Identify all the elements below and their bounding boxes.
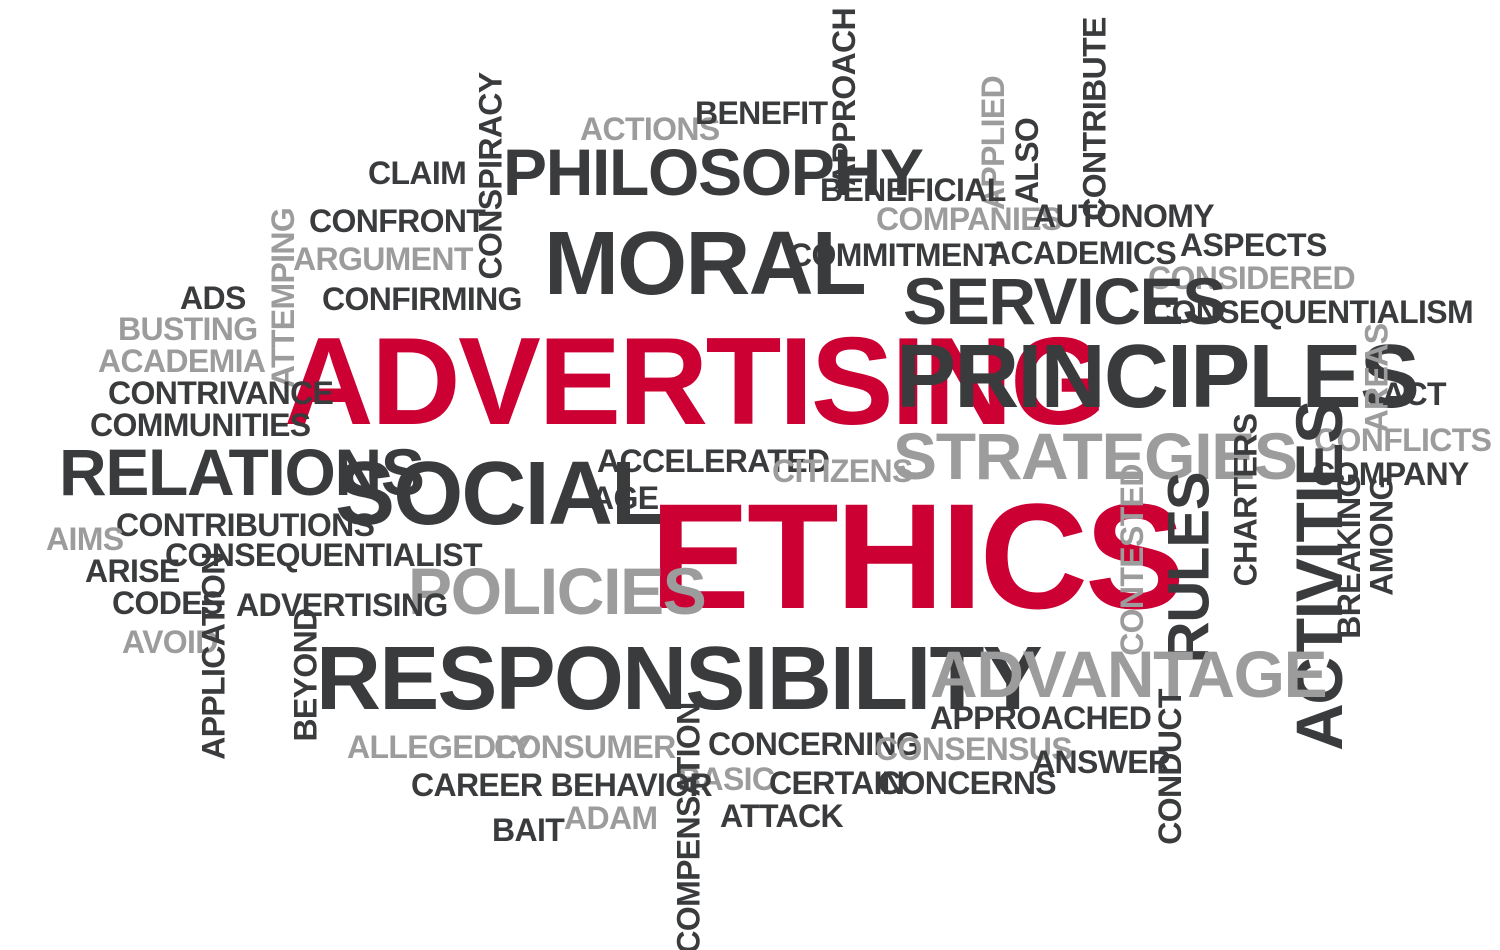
word-benefit: BENEFIT — [695, 95, 828, 131]
word-codes: CODES — [112, 585, 223, 621]
word-allegedly: ALLEGEDLY — [347, 729, 533, 765]
word-charters: CHARTERS — [1227, 413, 1264, 587]
word-argument: ARGUMENT — [293, 241, 473, 277]
word-accelerated: ACCELERATED — [597, 443, 830, 479]
word-commitment: COMMITMENT — [789, 237, 1004, 273]
word-advertising-main: ADVERTISING — [284, 313, 1107, 451]
word-certain: CERTAIN — [769, 765, 905, 801]
word-confirming: CONFIRMING — [322, 281, 522, 317]
word-compensation: COMPENSATION — [670, 702, 707, 950]
word-contribute: CONTRIBUTE — [1076, 17, 1113, 221]
word-aspects: ASPECTS — [1180, 227, 1327, 263]
word-arise: ARISE — [85, 553, 180, 589]
word-conduct: CONDUCT — [1151, 689, 1188, 845]
word-strategies: STRATEGIES — [893, 419, 1298, 493]
word-contested: CONTESTED — [1113, 464, 1150, 656]
word-contributions: CONTRIBUTIONS — [116, 507, 375, 543]
word-consumer: CONSUMER — [494, 729, 676, 765]
word-age: AGE — [591, 480, 659, 516]
word-autonomy: AUTONOMY — [1033, 198, 1215, 234]
word-advantage: ADVANTAGE — [930, 637, 1328, 711]
word-also: ALSO — [1009, 117, 1046, 205]
word-claim: CLAIM — [368, 155, 467, 191]
word-principles: PRINCIPLES — [896, 327, 1420, 427]
word-career-behavior: CAREER BEHAVIOR — [411, 767, 713, 803]
word-basic: BASIC — [678, 761, 775, 797]
word-among: AMONG — [1363, 476, 1400, 596]
word-academics: ACADEMICS — [988, 235, 1177, 271]
word-confront: CONFRONT — [309, 203, 486, 239]
word-actions: ACTIONS — [580, 111, 720, 147]
word-academia: ACADEMIA — [98, 343, 266, 379]
word-concerns: CONCERNS — [878, 765, 1057, 801]
word-approached: APPROACHED — [930, 700, 1152, 736]
word-breaking: BREAKING — [1330, 473, 1367, 639]
word-company: COMPANY — [1312, 456, 1469, 492]
word-aims: AIMS — [46, 521, 124, 557]
word-conflicts: CONFLICTS — [1314, 422, 1492, 458]
word-concerning: CONCERNING — [708, 726, 921, 762]
word-responsibility: RESPONSIBILITY — [316, 629, 1043, 729]
word-consequentialist: CONSEQUENTIALIST — [165, 537, 483, 573]
word-consensus: CONSENSUS — [875, 731, 1073, 767]
word-ads: ADS — [180, 280, 246, 316]
word-application: APPLICATION — [195, 552, 232, 760]
word-act: ACT — [1382, 376, 1446, 412]
word-relations: RELATIONS — [59, 435, 425, 509]
word-citizens: CITIZENS — [772, 453, 913, 489]
word-moral: MORAL — [544, 214, 867, 314]
word-policies: POLICIES — [408, 554, 707, 628]
word-busting: BUSTING — [118, 311, 258, 347]
word-consequentialism: CONSEQUENTIALISM — [1149, 294, 1474, 330]
word-advertising-small: ADVERTISING — [236, 587, 448, 623]
word-conspiracy: CONSPIRACY — [472, 72, 509, 280]
word-social: SOCIAL — [335, 444, 666, 544]
word-contrivance: CONTRIVANCE — [108, 375, 334, 411]
word-rules: RULES — [1156, 472, 1222, 664]
word-bait: BAIT — [492, 812, 565, 848]
word-considered: CONSIDERED — [1148, 260, 1356, 296]
word-beneficial: BENEFICIAL — [820, 172, 1006, 208]
word-answer: ANSWER — [1032, 744, 1171, 780]
word-ethics: ETHICS — [650, 472, 1185, 640]
word-philosophy: PHILOSOPHY — [503, 135, 924, 209]
word-communities: COMMUNITIES — [90, 407, 311, 443]
word-adam: ADAM — [564, 800, 658, 836]
word-services: SERVICES — [903, 264, 1226, 338]
word-avoid: AVOID — [122, 624, 218, 660]
word-companies: COMPANIES — [876, 201, 1062, 237]
word-attack: ATTACK — [720, 798, 844, 834]
